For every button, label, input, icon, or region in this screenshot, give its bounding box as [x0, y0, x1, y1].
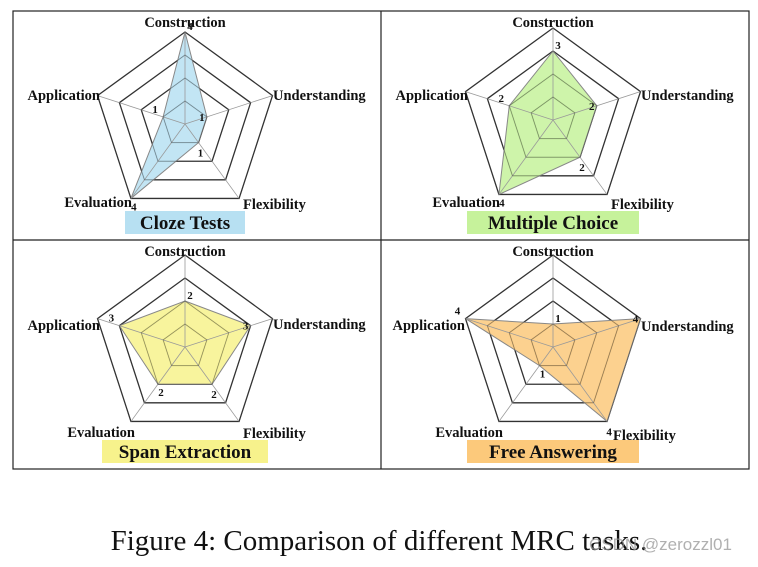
- value-label: 2: [579, 162, 585, 174]
- radar-panel-3: 2 3 2 2 3 Construction Understanding Flexibilit…: [27, 244, 366, 463]
- value-label: 4: [455, 306, 461, 318]
- grid-ring-overlay: [119, 54, 251, 181]
- grid-ring-overlay: [97, 254, 273, 422]
- panel-title: Cloze Tests: [140, 213, 230, 234]
- axis-label: Understanding: [641, 319, 734, 335]
- radar-panel-2: 3 2 2 4 2 Construction Understanding Flexibilit…: [395, 15, 734, 234]
- panel-title: Multiple Choice: [488, 213, 618, 234]
- value-label: 1: [555, 313, 561, 325]
- grid-ring-overlay: [140, 300, 230, 385]
- value-label: 2: [589, 101, 595, 113]
- grid-ring-overlay: [119, 277, 251, 404]
- radar-panel-4: 1 4414ConstructionUnderstandingFlexibilit…: [392, 244, 734, 463]
- axis-label: Evaluation: [432, 195, 500, 211]
- grid-ring-overlay: [140, 77, 230, 162]
- axis-label: Evaluation: [67, 425, 135, 441]
- value-label: 1: [198, 148, 204, 160]
- value-label: 3: [243, 321, 249, 333]
- axis-label: Application: [27, 88, 100, 104]
- value-label: 4: [499, 197, 505, 209]
- panel-title: Span Extraction: [119, 442, 252, 463]
- grid-ring-overlay: [508, 73, 598, 158]
- axis-label: Construction: [512, 244, 593, 260]
- value-label: 1: [199, 112, 205, 124]
- value-label: 2: [211, 389, 217, 401]
- value-label: 4: [606, 426, 612, 438]
- axis-label: Evaluation: [64, 195, 132, 211]
- value-label: 2: [187, 290, 193, 302]
- grid-ring-overlay: [162, 100, 208, 143]
- value-label: 1: [152, 104, 158, 116]
- value-label: 3: [109, 313, 115, 325]
- axis-label: Flexibility: [611, 197, 675, 213]
- value-label: 3: [555, 40, 561, 52]
- axis-label: Understanding: [273, 88, 366, 104]
- figure-caption: Figure 4: Comparison of different MRC ta…: [110, 525, 648, 557]
- title-highlight: [467, 211, 639, 234]
- axis-label: Flexibility: [243, 426, 307, 442]
- grid-ring-overlay: [487, 50, 619, 177]
- axis-label: Flexibility: [243, 197, 307, 213]
- title-highlight: [102, 440, 268, 463]
- grid-ring-overlay: [487, 277, 619, 404]
- panel-title: Free Answering: [489, 442, 617, 463]
- axis-label: Application: [395, 88, 468, 104]
- value-label: 4: [187, 21, 193, 33]
- title-highlight: [467, 440, 639, 463]
- title-highlight: [125, 211, 245, 234]
- axis-label: Construction: [512, 15, 593, 31]
- axis-label: Application: [392, 318, 465, 334]
- axis-label: Construction: [144, 244, 225, 260]
- axis-label: Understanding: [273, 317, 366, 333]
- radar-panel-1: 4 1 1 4 1 Construction Understanding Flexibilit…: [27, 15, 366, 234]
- watermark-text: CSDN @zerozzl01: [589, 535, 732, 554]
- mrc-radar-figure: 4 1 1 4 1 Construction Understanding Flexibilit…: [12, 10, 750, 470]
- value-label: 1: [540, 369, 546, 381]
- value-label: 2: [158, 387, 164, 399]
- grid-ring-overlay: [162, 323, 208, 366]
- data-area: [465, 318, 642, 423]
- grid-ring-overlay: [530, 323, 576, 366]
- value-label: 4: [633, 314, 639, 326]
- data-area: [130, 31, 208, 199]
- value-label: 2: [499, 93, 505, 105]
- axis-label: Evaluation: [435, 425, 503, 441]
- axis-label: Application: [27, 318, 100, 334]
- axis-label: Construction: [144, 15, 225, 31]
- axis-label: Understanding: [641, 88, 734, 104]
- grid-ring-overlay: [465, 254, 641, 422]
- grid-ring-overlay: [508, 300, 598, 385]
- grid-ring-overlay: [530, 96, 576, 139]
- value-label: 4: [131, 201, 137, 213]
- grid-ring-overlay: [97, 31, 273, 199]
- grid-ring-overlay: [465, 27, 641, 195]
